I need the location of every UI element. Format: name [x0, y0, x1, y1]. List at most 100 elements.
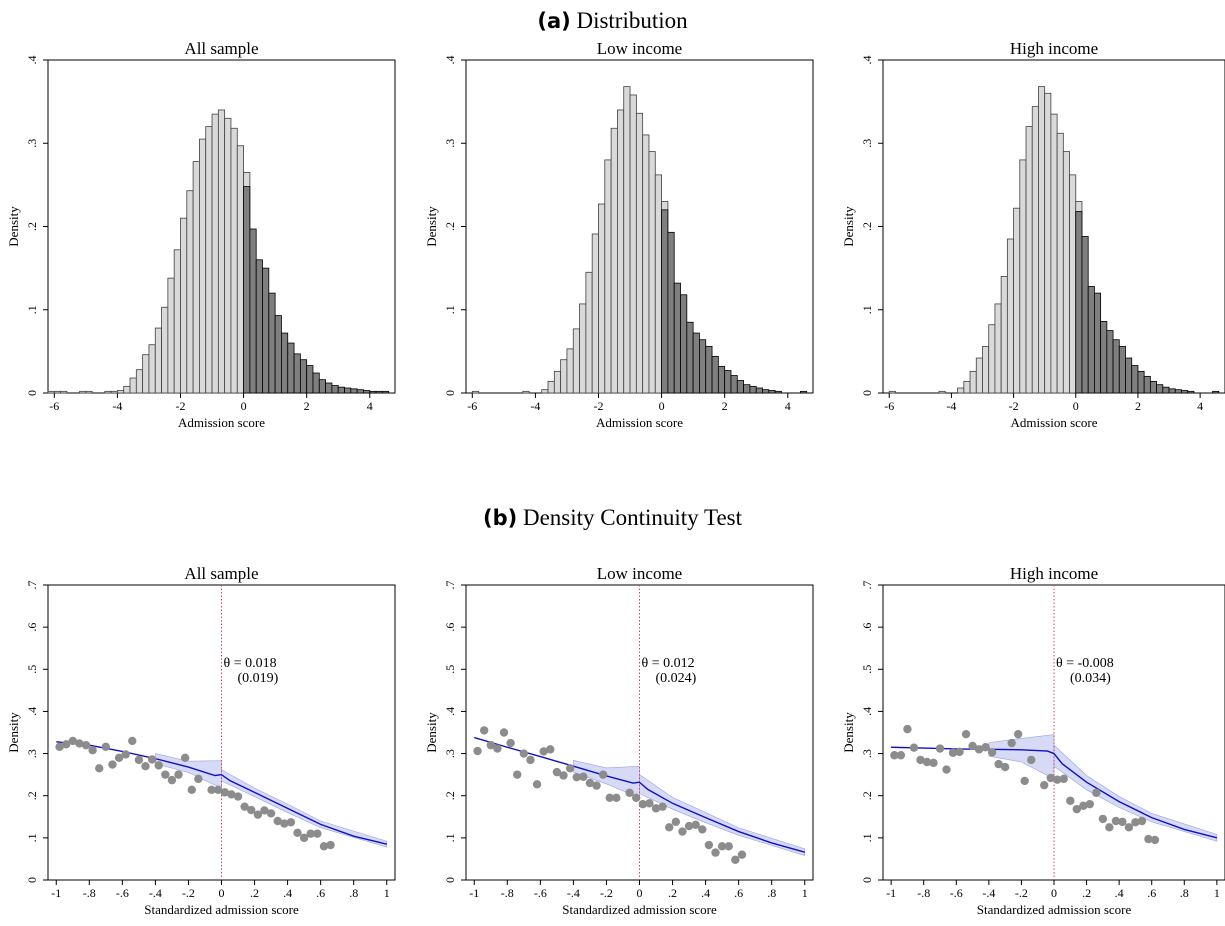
- chart-4-point: [121, 750, 130, 759]
- chart-1-bar-left: [53, 390, 62, 394]
- chart-6-point: [1027, 755, 1036, 765]
- chart-5-point: [592, 781, 601, 790]
- chart-4-xtick-label: -.4: [149, 886, 162, 900]
- chart-5-point: [598, 770, 608, 779]
- chart-5-point: [638, 799, 648, 809]
- chart-5-point: [486, 740, 495, 750]
- chart-4-theta-estimate: θ = 0.018: [224, 656, 277, 671]
- chart-6-point: [1111, 816, 1121, 826]
- chart-1-xtick-label: 4: [367, 399, 373, 413]
- chart-2-bar-right: [692, 332, 700, 394]
- chart-6-ytick-label: .4: [860, 707, 874, 716]
- chart-6-point: [1007, 738, 1016, 748]
- chart-5-xtick-label: -.2: [600, 886, 613, 900]
- chart-1-bar-left: [217, 109, 226, 394]
- chart-5-point: [711, 848, 720, 857]
- chart-5-xtick-label: .4: [701, 886, 710, 900]
- chart-1-bar-right: [299, 359, 308, 394]
- chart-6-point: [1053, 775, 1062, 784]
- chart-1-bar-right: [274, 315, 282, 394]
- chart-1-bar-left: [167, 277, 175, 394]
- chart-4-xtick-label: .2: [250, 886, 259, 900]
- chart-2-bar-left: [471, 390, 480, 394]
- chart-2-bar-left: [604, 159, 612, 394]
- chart-3-bar-left: [1044, 92, 1052, 394]
- chart-2-bar-left: [560, 359, 568, 394]
- chart-1-bar-left: [161, 306, 169, 394]
- chart-6-point: [1020, 776, 1029, 786]
- chart-6-point: [896, 751, 906, 760]
- chart-1-bar-right: [293, 353, 301, 394]
- chart-1-bar-right: [381, 390, 390, 394]
- chart-4-point: [147, 755, 157, 764]
- chart-1-bar-left: [85, 390, 93, 394]
- chart-5-point: [645, 799, 654, 808]
- chart-5-point: [605, 793, 614, 803]
- chart-2-ytick-label: 0: [443, 390, 457, 396]
- chart-4-point: [260, 806, 269, 815]
- chart-3-bar-left: [938, 390, 946, 394]
- chart-2-xtick-label: 2: [722, 399, 728, 413]
- chart-2-bar-right: [686, 321, 694, 394]
- chart-6-ylabel: Density: [841, 712, 856, 753]
- chart-5-ylabel: Density: [424, 712, 439, 753]
- chart-3-bar-left: [975, 357, 983, 394]
- chart-5-point: [539, 747, 548, 756]
- chart-6-xtick-label: .4: [1115, 886, 1124, 900]
- chart-6-ytick-label: .2: [860, 791, 874, 800]
- chart-1-bar-right: [312, 372, 320, 394]
- chart-1-bar-right: [350, 388, 358, 394]
- chart-5: Low income Standardized admission score De…: [424, 564, 814, 917]
- chart-4-ytick-label: .3: [25, 749, 39, 758]
- chart-5-ytick-label: .4: [443, 707, 457, 716]
- chart-3-bar-left: [1019, 159, 1027, 394]
- chart-5-point: [579, 772, 588, 781]
- chart-5-point: [612, 793, 621, 803]
- chart-4-point: [55, 742, 64, 752]
- chart-4-point: [68, 736, 77, 746]
- chart-5-title: Low income: [597, 564, 682, 583]
- chart-6-point: [929, 758, 938, 768]
- chart-6-point: [955, 747, 964, 757]
- chart-2-bar-right: [730, 375, 738, 394]
- chart-2-bar-right: [736, 380, 744, 394]
- chart-3-bar-left: [1050, 113, 1058, 394]
- chart-4-point: [95, 764, 104, 773]
- chart-4-ytick-label: .7: [25, 581, 39, 590]
- chart-4-point: [233, 792, 243, 801]
- chart-2-title: Low income: [597, 39, 682, 58]
- chart-4-point: [306, 829, 315, 838]
- chart-6-point: [1124, 823, 1134, 832]
- chart-2-bar-right: [755, 387, 763, 394]
- chart-2-bar-right: [774, 390, 782, 394]
- chart-4-ytick-label: .5: [25, 665, 39, 674]
- chart-5-xlabel: Standardized admission score: [562, 902, 717, 917]
- chart-4-point: [101, 742, 111, 752]
- chart-1-bar-left: [79, 390, 87, 394]
- chart-1-bar-right: [249, 228, 257, 394]
- chart-5-point: [678, 827, 687, 836]
- chart-6-xtick-label: 0: [1051, 886, 1057, 900]
- chart-6-ci-band-left: [988, 734, 1055, 780]
- chart-6-point: [1092, 788, 1101, 797]
- chart-1-bar-right: [318, 379, 327, 394]
- chart-2-bar-left: [629, 94, 637, 394]
- chart-5-xtick-label: .2: [668, 886, 677, 900]
- chart-6-xtick-label: .2: [1082, 886, 1091, 900]
- chart-4-xtick-label: -.6: [116, 886, 129, 900]
- chart-6-point: [974, 745, 984, 754]
- chart-5-fit-right: [639, 781, 805, 853]
- chart-3-bar-right: [1118, 345, 1126, 394]
- chart-6-xtick-label: .8: [1180, 886, 1189, 900]
- chart-1-bar-left: [173, 249, 181, 394]
- chart-5-point: [513, 770, 522, 779]
- chart-6-xtick-label: .6: [1147, 886, 1156, 900]
- panel-b-heading: (b) Density Continuity Test: [0, 505, 1225, 531]
- chart-6-ytick-label: .6: [860, 623, 874, 632]
- chart-5-point: [572, 772, 581, 782]
- chart-4-point: [174, 770, 183, 779]
- chart-3-bar-left: [1069, 174, 1077, 394]
- chart-2-bar-right: [699, 339, 707, 394]
- chart-3-xtick-label: -6: [884, 399, 894, 413]
- chart-1: All sample Admission score Density -6 -4 -2 0 2…: [6, 39, 396, 430]
